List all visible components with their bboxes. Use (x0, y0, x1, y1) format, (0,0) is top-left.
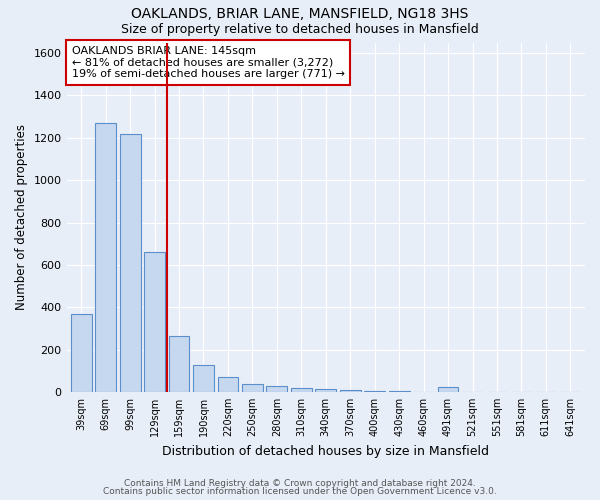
Text: Contains HM Land Registry data © Crown copyright and database right 2024.: Contains HM Land Registry data © Crown c… (124, 478, 476, 488)
Y-axis label: Number of detached properties: Number of detached properties (15, 124, 28, 310)
Bar (71, 314, 92, 392)
Bar (95, 123, 116, 392)
Bar (437, 388, 458, 392)
Text: Contains public sector information licensed under the Open Government Licence v3: Contains public sector information licen… (103, 487, 497, 496)
X-axis label: Distribution of detached houses by size in Mansfield: Distribution of detached houses by size … (162, 444, 489, 458)
Text: OAKLANDS, BRIAR LANE, MANSFIELD, NG18 3HS: OAKLANDS, BRIAR LANE, MANSFIELD, NG18 3H… (131, 8, 469, 22)
Bar (291, 388, 312, 392)
Bar (316, 390, 336, 392)
Bar (169, 336, 190, 392)
Bar (120, 134, 140, 392)
Bar (144, 252, 165, 392)
Bar (364, 391, 385, 392)
Bar (242, 384, 263, 392)
Bar (193, 366, 214, 392)
Bar (266, 386, 287, 392)
Bar (218, 376, 238, 392)
Text: OAKLANDS BRIAR LANE: 145sqm
← 81% of detached houses are smaller (3,272)
19% of : OAKLANDS BRIAR LANE: 145sqm ← 81% of det… (72, 46, 345, 79)
Text: Size of property relative to detached houses in Mansfield: Size of property relative to detached ho… (121, 22, 479, 36)
Bar (340, 390, 361, 392)
